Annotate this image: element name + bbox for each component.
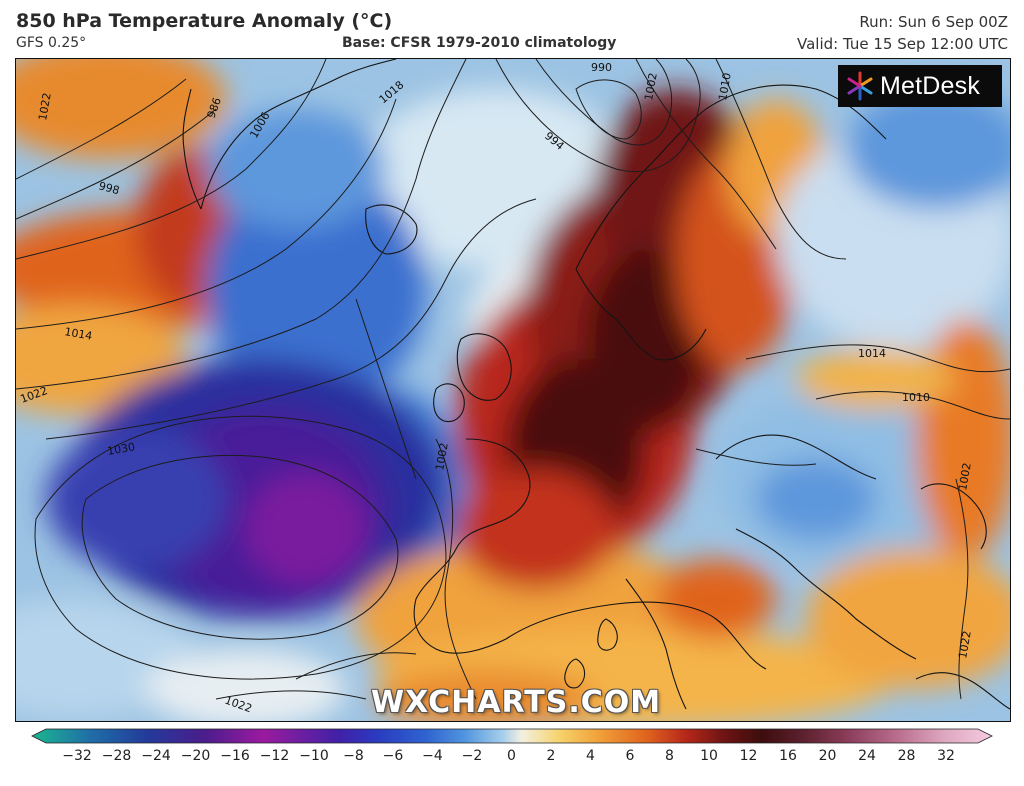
temperature-anomaly-shading [16,59,1010,721]
legend-tick-label: 16 [779,748,797,764]
isobar-label: 1022 [36,92,54,122]
isobar-label: 1010 [716,72,734,102]
run-time-label: Run: Sun 6 Sep 00Z [859,13,1008,31]
isobar-label: 1010 [902,391,930,404]
legend-tick-label: 28 [897,748,916,764]
coastlines [182,59,1010,710]
anomaly-map: 1022 1018 990 1002 1006 986 994 1010 998… [15,58,1011,722]
isobar-label: 1002 [956,462,974,492]
legend-tick-label: −6 [382,748,404,764]
legend-tick-label: −4 [422,748,443,764]
isobar-label: 1014 [63,325,93,343]
legend-tick-label: −12 [259,748,290,764]
metdesk-logo: MetDesk [838,65,1002,107]
color-legend [0,724,1024,786]
isobar-lines [16,59,1010,700]
anomaly-field: 1022 1018 990 1002 1006 986 994 1010 998… [16,59,1010,721]
legend-tick-label: −2 [461,748,483,764]
chart-title: 850 hPa Temperature Anomaly (°C) [16,10,393,32]
legend-tick-label: 12 [739,748,758,764]
isobar-label: 998 [97,179,121,197]
legend-tick-label: 20 [818,748,837,764]
legend-tick-label: 0 [507,748,516,764]
isobar-label: 990 [591,61,612,74]
valid-time-label: Valid: Tue 15 Sep 12:00 UTC [797,35,1008,53]
metdesk-logo-text: MetDesk [880,71,981,100]
legend-tick-label: 6 [625,748,635,764]
legend-tick-label: 8 [665,748,674,764]
isobar-label: 1022 [956,630,974,660]
legend-tick-label: 24 [858,748,876,764]
metdesk-star-icon [847,71,873,101]
legend-tick-label: −10 [299,748,329,764]
isobar-label: 1014 [858,347,886,360]
legend-tick-label: 2 [546,748,556,764]
climatology-base-label: Base: CFSR 1979-2010 climatology [342,35,617,51]
isobar-label: 1002 [642,72,660,102]
legend-tick-label: 32 [937,748,955,764]
isobar-label: 1002 [433,442,451,472]
legend-tick-label: 4 [586,748,595,764]
wxcharts-watermark: WXCHARTS.COM [371,685,662,720]
isobar-label: 1030 [106,440,136,458]
legend-tick-label: −8 [343,748,364,764]
legend-tick-label: −32 [62,748,92,764]
legend-tick-label: −16 [220,748,250,764]
legend-colorbar [31,728,993,744]
legend-tick-label: −28 [101,748,132,764]
chart-header: 850 hPa Temperature Anomaly (°C) GFS 0.2… [0,0,1024,58]
legend-tick-label: 10 [700,748,718,764]
legend-tick-label: −20 [180,748,211,764]
legend-tick-labels: −32 −28 −24 −20 −16 −12 −10 −8 −6 −4 −2 0 2 4 6 8 10 12 16… [0,748,1024,770]
legend-tick-label: −24 [141,748,171,764]
model-label: GFS 0.25° [16,35,87,51]
